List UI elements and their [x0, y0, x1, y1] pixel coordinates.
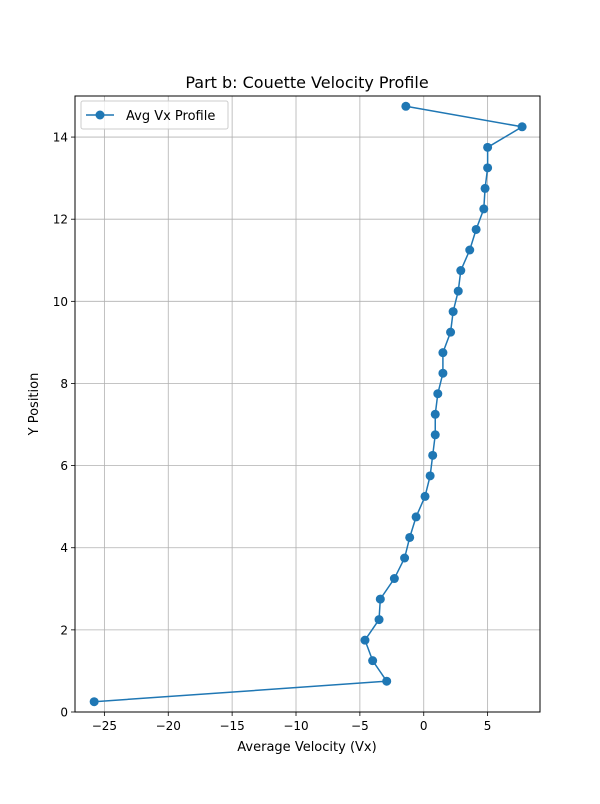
data-point — [382, 676, 392, 686]
x-tick-label: 5 — [484, 719, 492, 733]
y-tick-label: 4 — [60, 541, 68, 555]
series-layer — [89, 101, 527, 707]
data-point — [374, 615, 384, 625]
chart-title: Part b: Couette Velocity Profile — [185, 73, 428, 92]
data-point — [483, 142, 493, 152]
axis-ticks: −25 −20 −15 −10 −5 0 5 0 2 4 6 8 10 12 14 — [53, 131, 492, 733]
data-point — [446, 327, 456, 337]
y-tick-label: 2 — [60, 623, 68, 637]
x-tick-label: −15 — [219, 719, 244, 733]
data-point — [453, 286, 463, 296]
x-axis-label: Average Velocity (Vx) — [237, 740, 376, 755]
data-point — [401, 101, 411, 111]
data-point — [448, 307, 458, 317]
data-point — [400, 553, 410, 563]
data-point — [430, 409, 440, 419]
data-point — [428, 450, 438, 460]
y-tick-label: 6 — [60, 459, 68, 473]
y-tick-label: 0 — [60, 706, 68, 720]
y-tick-label: 8 — [60, 377, 68, 391]
data-point — [471, 224, 481, 234]
x-tick-label: −10 — [283, 719, 308, 733]
data-point — [438, 348, 448, 358]
data-point — [425, 471, 435, 481]
y-tick-label: 10 — [53, 295, 68, 309]
data-point — [360, 635, 370, 645]
y-tick-label: 14 — [53, 131, 68, 145]
data-point — [405, 532, 415, 542]
x-tick-label: −25 — [92, 719, 117, 733]
x-tick-label: −5 — [351, 719, 369, 733]
y-axis-label: Y Position — [27, 373, 42, 437]
legend: Avg Vx Profile — [80, 100, 229, 130]
data-point — [420, 491, 430, 501]
legend-box — [80, 100, 229, 130]
data-point — [368, 656, 378, 666]
data-point — [465, 245, 475, 255]
data-point — [389, 574, 399, 584]
data-point — [517, 122, 527, 132]
axes-frame — [74, 95, 541, 713]
grid-lines — [75, 96, 540, 713]
series-line — [94, 105, 525, 703]
data-point — [375, 594, 385, 604]
data-point — [479, 204, 489, 214]
data-point — [438, 368, 448, 378]
data-point — [483, 163, 493, 173]
data-point — [433, 389, 443, 399]
data-point — [456, 266, 466, 276]
data-point — [89, 697, 99, 707]
data-point — [480, 183, 490, 193]
y-tick-label: 12 — [53, 213, 68, 227]
legend-label: Avg Vx Profile — [126, 109, 215, 124]
data-point — [411, 512, 421, 522]
x-tick-label: 0 — [420, 719, 428, 733]
legend-marker-swatch — [95, 110, 105, 120]
data-point — [430, 430, 440, 440]
x-tick-label: −20 — [156, 719, 181, 733]
